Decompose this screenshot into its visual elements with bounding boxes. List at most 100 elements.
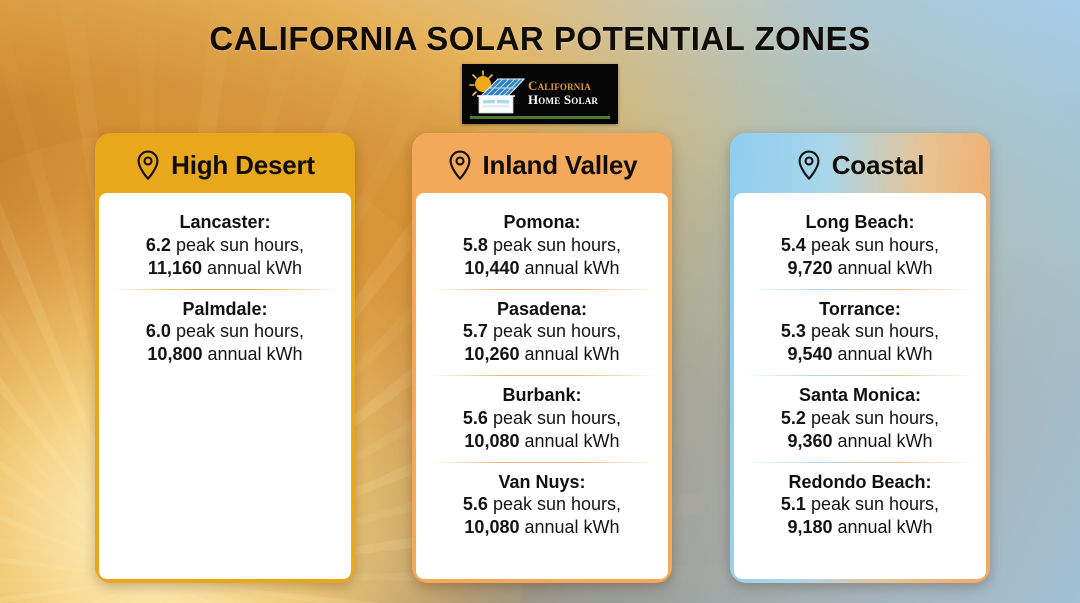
zone-card-body: Long Beach: 5.4 peak sun hours, 9,720 annu… — [734, 193, 986, 579]
zone-card: High Desert Lancaster: 6.2 peak sun hours,… — [95, 133, 355, 583]
city-name: Burbank: — [502, 385, 582, 406]
peak-sun-hours-value: 6.2 — [145, 234, 171, 255]
annual-kwh-line: 10,800 annual kWh — [113, 343, 337, 366]
annual-kwh-value: 10,440 — [464, 257, 520, 278]
peak-sun-hours-unit: peak sun hours, — [175, 234, 305, 255]
city-name: Pomona: — [503, 212, 581, 232]
city-entry: Palmdale: 6.0 peak sun hours, 10,800 annua… — [111, 288, 339, 376]
annual-kwh-line: 10,440 annual kWh — [430, 257, 654, 280]
city-entry: Lancaster: 6.2 peak sun hours, 11,160 annu… — [111, 203, 339, 289]
annual-kwh-value: 9,180 — [787, 517, 833, 538]
annual-kwh-unit: annual kWh — [524, 517, 620, 538]
peak-sun-hours-line: 6.0 peak sun hours, — [113, 320, 337, 343]
annual-kwh-unit: annual kWh — [524, 344, 620, 365]
annual-kwh-unit: annual kWh — [837, 257, 933, 278]
annual-kwh-line: 9,360 annual kWh — [748, 430, 972, 453]
logo-line-california: California — [528, 77, 591, 93]
logo-line-home-solar: Home Solar — [528, 92, 599, 107]
zone-card-body: Pomona: 5.8 peak sun hours, 10,440 annual … — [416, 193, 668, 579]
peak-sun-hours-line: 5.4 peak sun hours, — [748, 234, 972, 257]
zone-card: Inland Valley Pomona: 5.8 peak sun hours, 1… — [412, 133, 672, 583]
peak-sun-hours-unit: peak sun hours, — [492, 494, 622, 515]
map-pin-icon — [449, 150, 470, 180]
annual-kwh-value: 10,080 — [464, 517, 520, 538]
brand-logo: California Home Solar — [462, 64, 618, 124]
zone-title: High Desert — [171, 149, 315, 180]
peak-sun-hours-line: 5.8 peak sun hours, — [430, 234, 654, 257]
peak-sun-hours-unit: peak sun hours, — [810, 321, 940, 342]
city-name: Lancaster: — [179, 212, 271, 232]
peak-sun-hours-unit: peak sun hours, — [492, 234, 622, 255]
peak-sun-hours-line: 5.6 peak sun hours, — [430, 493, 654, 516]
annual-kwh-line: 9,180 annual kWh — [748, 516, 972, 539]
city-name: Palmdale: — [182, 298, 268, 319]
peak-sun-hours-line: 6.2 peak sun hours, — [113, 234, 337, 257]
annual-kwh-value: 11,160 — [147, 257, 202, 278]
city-name: Long Beach: — [805, 212, 915, 232]
annual-kwh-unit: annual kWh — [524, 430, 620, 451]
city-entry: Redondo Beach: 5.1 peak sun hours, 9,180 a… — [746, 461, 974, 549]
peak-sun-hours-unit: peak sun hours, — [810, 494, 940, 515]
city-entry: Pomona: 5.8 peak sun hours, 10,440 annual … — [428, 203, 656, 289]
city-entry: Torrance: 5.3 peak sun hours, 9,540 annual… — [746, 288, 974, 376]
annual-kwh-line: 10,080 annual kWh — [430, 516, 654, 539]
peak-sun-hours-value: 5.3 — [780, 321, 806, 342]
annual-kwh-unit: annual kWh — [524, 257, 620, 278]
annual-kwh-line: 9,540 annual kWh — [748, 343, 972, 366]
page-title: CALIFORNIA SOLAR POTENTIAL ZONES — [209, 20, 871, 57]
annual-kwh-value: 10,260 — [464, 344, 520, 365]
annual-kwh-unit: annual kWh — [837, 430, 933, 451]
peak-sun-hours-unit: peak sun hours, — [492, 407, 622, 428]
annual-kwh-line: 9,720 annual kWh — [748, 257, 972, 280]
peak-sun-hours-line: 5.2 peak sun hours, — [748, 407, 972, 430]
zone-title: Coastal — [831, 149, 925, 180]
zone-card-body: Lancaster: 6.2 peak sun hours, 11,160 annu… — [99, 193, 351, 579]
annual-kwh-value: 9,360 — [787, 430, 833, 451]
peak-sun-hours-line: 5.1 peak sun hours, — [748, 493, 972, 516]
annual-kwh-unit: annual kWh — [837, 517, 933, 538]
zone-card: Coastal Long Beach: 5.4 peak sun hours, 9,7… — [730, 133, 990, 583]
annual-kwh-value: 10,800 — [147, 344, 203, 365]
peak-sun-hours-value: 5.6 — [462, 494, 488, 515]
peak-sun-hours-value: 5.2 — [780, 407, 806, 428]
annual-kwh-value: 10,080 — [464, 430, 520, 451]
annual-kwh-unit: annual kWh — [207, 344, 303, 365]
annual-kwh-value: 9,540 — [787, 344, 833, 365]
city-name: Pasadena: — [496, 298, 588, 319]
peak-sun-hours-value: 6.0 — [145, 321, 171, 342]
peak-sun-hours-value: 5.8 — [462, 234, 488, 255]
annual-kwh-line: 11,160 annual kWh — [113, 257, 337, 280]
peak-sun-hours-value: 5.1 — [780, 494, 806, 515]
city-name: Redondo Beach: — [788, 471, 932, 492]
zone-card-header: Coastal — [734, 137, 986, 193]
annual-kwh-line: 10,080 annual kWh — [430, 430, 654, 453]
annual-kwh-line: 10,260 annual kWh — [430, 343, 654, 366]
city-entry: Long Beach: 5.4 peak sun hours, 9,720 annu… — [746, 203, 974, 289]
zone-card-header: Inland Valley — [416, 137, 668, 193]
city-entry: Van Nuys: 5.6 peak sun hours, 10,080 annua… — [428, 461, 656, 549]
annual-kwh-value: 9,720 — [787, 257, 833, 278]
map-pin-icon — [137, 150, 159, 180]
peak-sun-hours-unit: peak sun hours, — [810, 234, 940, 255]
annual-kwh-unit: annual kWh — [207, 257, 303, 278]
city-name: Santa Monica: — [798, 385, 922, 406]
peak-sun-hours-value: 5.7 — [462, 321, 488, 342]
zone-card-header: High Desert — [99, 137, 351, 193]
logo-underline-bar — [470, 116, 610, 119]
city-name: Van Nuys: — [498, 471, 586, 492]
peak-sun-hours-line: 5.6 peak sun hours, — [430, 407, 654, 430]
peak-sun-hours-value: 5.6 — [462, 407, 488, 428]
annual-kwh-unit: annual kWh — [837, 344, 933, 365]
peak-sun-hours-value: 5.4 — [780, 234, 806, 255]
city-name: Torrance: — [819, 298, 901, 319]
peak-sun-hours-line: 5.7 peak sun hours, — [430, 320, 654, 343]
logo-wordmark: California Home Solar — [526, 77, 612, 107]
zone-title: Inland Valley — [482, 149, 638, 180]
city-entry: Santa Monica: 5.2 peak sun hours, 9,360 an… — [746, 375, 974, 462]
city-entry: Pasadena: 5.7 peak sun hours, 10,260 annua… — [428, 288, 656, 376]
map-pin-icon — [798, 150, 820, 180]
city-entry: Burbank: 5.6 peak sun hours, 10,080 annual… — [428, 375, 656, 462]
solar-house-icon — [469, 70, 526, 114]
peak-sun-hours-unit: peak sun hours, — [175, 321, 305, 342]
